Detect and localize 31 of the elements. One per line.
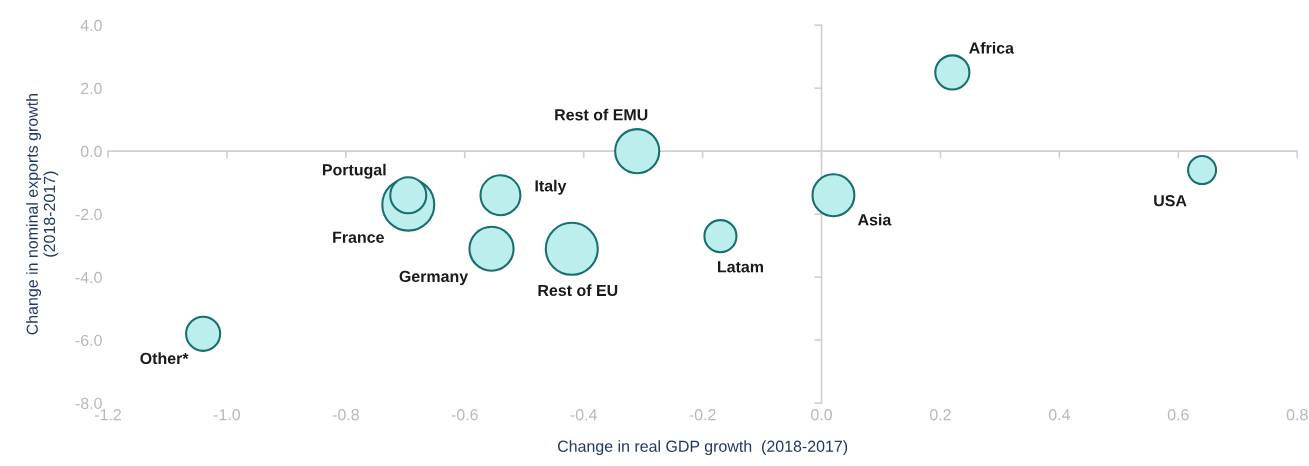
x-tick-label: -1.2 [94, 409, 121, 421]
series-label: Rest of EU [538, 284, 618, 297]
series-label: Rest of EMU [555, 108, 648, 121]
series-label: Germany [399, 270, 469, 286]
x-tick-label: 0.6 [1167, 409, 1189, 421]
x-tick-label: -0.4 [570, 409, 597, 421]
x-tick-label: 0.4 [1048, 409, 1071, 421]
x-tick-label: -1.0 [213, 409, 241, 421]
y-tick-label: -6.0 [75, 334, 102, 347]
x-tick-label: 0.2 [929, 409, 951, 421]
x-tick-label: -0.6 [451, 409, 478, 421]
series-label: France [333, 231, 384, 243]
series-label: Portugal [322, 163, 386, 179]
y-tick-label: 0.0 [80, 145, 102, 158]
series-label: USA [1154, 195, 1187, 207]
y-axis-title: Change in nominal exports growth (2018-2017) [26, 93, 59, 335]
series-label: Other* [140, 352, 189, 365]
y-tick-label: -4.0 [75, 271, 102, 284]
y-tick-label: 4.0 [80, 19, 102, 32]
series-label: Latam [717, 261, 763, 273]
x-tick-label: 0.8 [1286, 409, 1308, 421]
series-label: Italy [535, 179, 567, 195]
x-axis-title: Change in real GDP growth (2018-2017) [557, 440, 848, 456]
y-tick-label: 2.0 [81, 82, 102, 95]
x-tick-label: 0.0 [811, 409, 833, 421]
series-label: Africa [969, 41, 1015, 54]
y-tick-label: -2.0 [75, 208, 102, 221]
x-tick-label: -0.8 [332, 409, 359, 421]
x-tick-label: -0.2 [689, 409, 716, 421]
series-label: Asia [857, 213, 892, 226]
y-tick-label: -8.0 [75, 397, 102, 410]
